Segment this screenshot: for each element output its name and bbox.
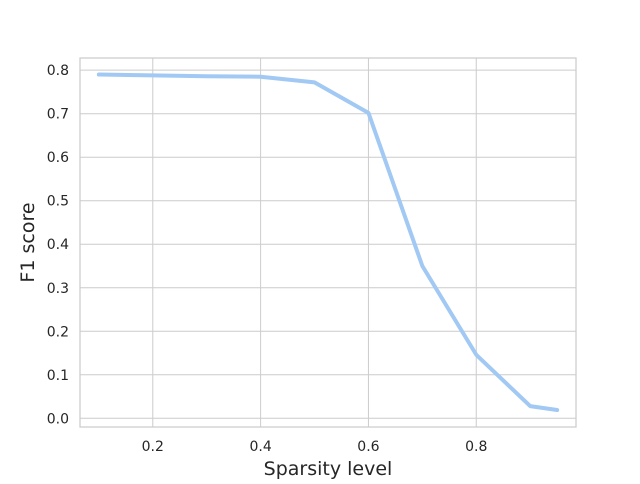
y-tick-label: 0.6: [47, 150, 69, 166]
y-tick-label: 0.4: [47, 237, 69, 253]
y-tick-labels: 0.0 0.1 0.2 0.3 0.4 0.5 0.6 0.7 0.8: [47, 63, 69, 427]
series-line: [96, 72, 560, 413]
series-layer: [96, 72, 560, 413]
y-tick-label: 0.0: [47, 411, 69, 427]
x-tick-label: 0.4: [249, 439, 271, 455]
x-axis-label: Sparsity level: [264, 458, 393, 480]
y-tick-label: 0.7: [47, 107, 69, 123]
x-tick-labels: 0.2 0.4 0.6 0.8: [142, 439, 488, 455]
plot-frame: [79, 57, 577, 428]
y-tick-label: 0.2: [47, 324, 69, 340]
x-tick-label: 0.8: [465, 439, 487, 455]
y-tick-label: 0.1: [47, 368, 69, 384]
grid: [80, 58, 576, 427]
x-tick-label: 0.2: [142, 439, 164, 455]
y-tick-label: 0.3: [47, 281, 69, 297]
y-tick-label: 0.5: [47, 194, 69, 210]
y-tick-label: 0.8: [47, 63, 69, 79]
x-tick-label: 0.6: [357, 439, 379, 455]
y-axis-label: F1 score: [17, 202, 39, 282]
